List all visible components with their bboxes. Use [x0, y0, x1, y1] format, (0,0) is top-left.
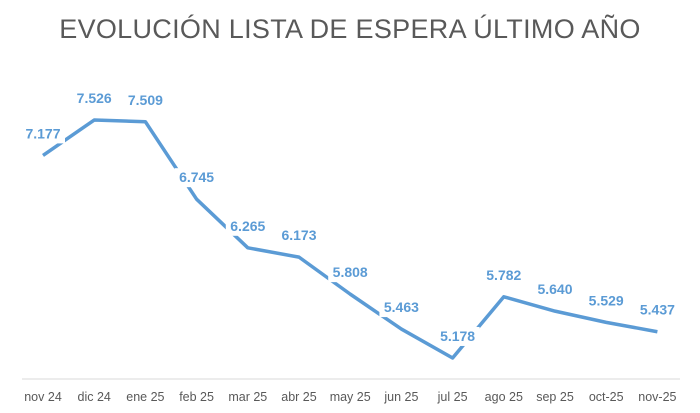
data-label: 5.463: [384, 299, 419, 315]
data-label: 5.640: [537, 281, 572, 297]
x-tick-label: mar 25: [228, 390, 267, 404]
data-label-bg: [584, 291, 629, 311]
data-label: 6.745: [179, 169, 214, 185]
data-label: 5.808: [333, 264, 368, 280]
x-tick-label: dic 24: [78, 390, 111, 404]
x-tick-label: sep 25: [536, 390, 574, 404]
data-label-bg: [481, 265, 526, 285]
data-label: 6.265: [230, 218, 265, 234]
data-label-bg: [533, 280, 577, 300]
data-label-bg: [174, 168, 219, 188]
x-tick-label: jul 25: [437, 390, 468, 404]
x-tick-label: may 25: [330, 390, 371, 404]
data-label-bg: [435, 326, 480, 346]
x-tick-label: ene 25: [126, 390, 164, 404]
data-label: 7.526: [77, 90, 112, 106]
data-label: 6.173: [281, 227, 316, 243]
data-label: 5.782: [486, 267, 521, 283]
x-tick-label: feb 25: [179, 390, 214, 404]
data-label-bg: [225, 216, 270, 236]
data-label: 5.437: [640, 302, 675, 318]
data-label: 7.177: [25, 125, 60, 141]
data-label: 5.529: [589, 292, 624, 308]
data-label-bg: [635, 300, 680, 320]
data-label-bg: [123, 90, 168, 110]
x-tick-label: nov-25: [638, 390, 676, 404]
data-label-bg: [72, 89, 117, 109]
x-tick-label: ago 25: [485, 390, 523, 404]
chart-title: EVOLUCIÓN LISTA DE ESPERA ÚLTIMO AÑO: [59, 14, 641, 44]
data-label-bg: [21, 124, 65, 144]
series-line: [42, 118, 658, 360]
data-label: 7.509: [128, 92, 163, 108]
data-label: 5.178: [440, 328, 475, 344]
x-tick-label: jun 25: [383, 390, 418, 404]
x-tick-label: nov 24: [24, 390, 62, 404]
x-tick-label: abr 25: [281, 390, 316, 404]
x-tick-label: oct-25: [589, 390, 624, 404]
data-label-bg: [379, 298, 424, 318]
data-label-bg: [328, 263, 373, 283]
data-label-bg: [277, 226, 321, 246]
